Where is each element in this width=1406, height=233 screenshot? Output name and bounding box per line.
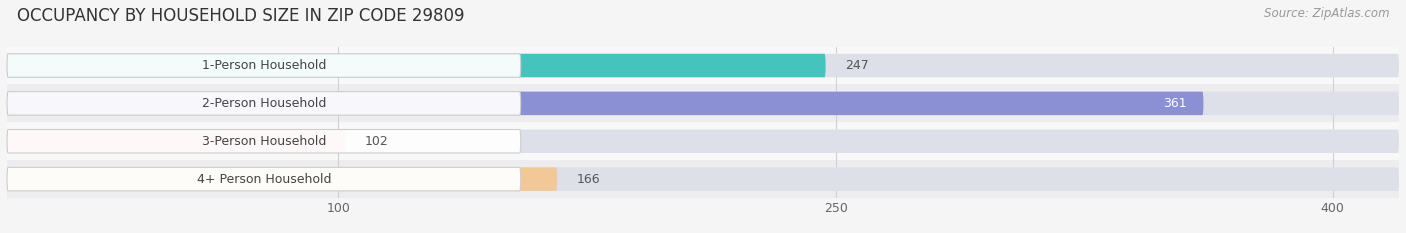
- Bar: [7, 85, 1399, 122]
- FancyBboxPatch shape: [7, 54, 825, 77]
- Text: 247: 247: [845, 59, 869, 72]
- Bar: [7, 47, 1399, 85]
- Text: 4+ Person Household: 4+ Person Household: [197, 173, 332, 186]
- FancyBboxPatch shape: [7, 92, 520, 115]
- FancyBboxPatch shape: [7, 130, 1399, 153]
- Text: 1-Person Household: 1-Person Household: [201, 59, 326, 72]
- FancyBboxPatch shape: [7, 92, 1399, 115]
- Text: 102: 102: [366, 135, 388, 148]
- Bar: [7, 160, 1399, 198]
- FancyBboxPatch shape: [7, 130, 344, 153]
- Text: 2-Person Household: 2-Person Household: [201, 97, 326, 110]
- Text: Source: ZipAtlas.com: Source: ZipAtlas.com: [1264, 7, 1389, 20]
- FancyBboxPatch shape: [7, 130, 520, 153]
- FancyBboxPatch shape: [7, 54, 520, 77]
- Bar: [7, 122, 1399, 160]
- Text: 166: 166: [576, 173, 600, 186]
- FancyBboxPatch shape: [7, 167, 557, 191]
- FancyBboxPatch shape: [7, 92, 1204, 115]
- FancyBboxPatch shape: [7, 167, 1399, 191]
- Text: 361: 361: [1163, 97, 1187, 110]
- FancyBboxPatch shape: [7, 54, 1399, 77]
- Text: 3-Person Household: 3-Person Household: [201, 135, 326, 148]
- Text: OCCUPANCY BY HOUSEHOLD SIZE IN ZIP CODE 29809: OCCUPANCY BY HOUSEHOLD SIZE IN ZIP CODE …: [17, 7, 464, 25]
- FancyBboxPatch shape: [7, 167, 520, 191]
